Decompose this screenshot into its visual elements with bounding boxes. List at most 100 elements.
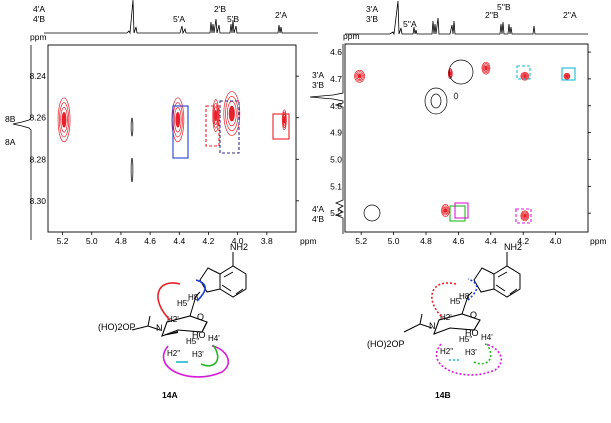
right-top-label-3: 5''B <box>497 2 511 12</box>
x-tick-label: 4.8 <box>420 236 432 246</box>
right-noesy-panel: 3'A 3'B 5''A 2''B 5''B 2''A ppm 3'A 3'B … <box>309 0 607 246</box>
right-plot-frame <box>344 43 589 233</box>
left-top-label-0b: 4'B <box>33 14 45 24</box>
right-f2-spectrum <box>345 0 588 36</box>
crosspeak-contour <box>441 205 449 216</box>
right-box-cyan <box>561 67 576 81</box>
phosphonate-label: (HO)2OP <box>98 322 136 332</box>
ring-n-label: N <box>156 323 163 333</box>
y-tick-label: 8.28 <box>29 154 46 164</box>
crosspeak-contour <box>523 74 527 78</box>
compound-id-14B: 14B <box>435 390 451 400</box>
left-plot-frame <box>47 44 297 233</box>
x-tick-label: 4.2 <box>203 236 215 246</box>
ring-o-label: O <box>197 312 204 322</box>
crosspeak-contour <box>213 106 218 125</box>
crosspeak-contour <box>522 212 528 220</box>
y-tick-label: 8.24 <box>29 71 46 81</box>
crosspeak-contour <box>443 208 448 213</box>
right-box-magenta <box>454 202 469 219</box>
crosspeak-contour <box>281 109 287 131</box>
hydroxyl-label: HO <box>465 328 479 338</box>
crosspeak-contour <box>60 107 68 133</box>
right-noise-contour <box>424 87 448 115</box>
ring-o-label: O <box>470 310 477 320</box>
right-side-label-1b: 4'B <box>312 214 324 224</box>
left-top-label-2: 2'B <box>214 4 226 14</box>
crosspeak-contour <box>225 96 239 132</box>
crosspeak-contour <box>441 204 450 217</box>
left-x-axis: 5.2 5.0 4.8 4.6 4.4 4.2 4.0 3.8 <box>57 232 273 246</box>
structure-14B: NH2 H8 N O HO (HO)2OP H5' H2' H4' H5'' H… <box>367 242 522 400</box>
x-tick-label: 5.0 <box>86 236 98 246</box>
left-noise-contour <box>130 157 134 183</box>
amine-label: NH2 <box>504 242 522 252</box>
compound-id-14A: 14A <box>162 390 178 400</box>
right-side-label-0b: 3'B <box>312 80 324 90</box>
x-tick-label: 3.8 <box>261 236 273 246</box>
adenine-ring-bonds <box>473 252 521 298</box>
crosspeak-contour <box>57 97 71 143</box>
noe-arrow-green <box>200 344 219 367</box>
left-top-ppm: ppm <box>30 32 47 42</box>
y-tick-label: 5.1 <box>330 181 342 191</box>
y-tick-label: 4.7 <box>330 74 342 84</box>
x-tick-label: 4.8 <box>115 236 127 246</box>
y-tick-label: 8.26 <box>29 113 46 123</box>
right-x-axis: 5.2 5.0 4.8 4.6 4.4 4.2 4.0 <box>355 232 562 246</box>
crosspeak-contour <box>521 211 529 221</box>
right-side-label-1a: 4'A <box>312 204 324 214</box>
atom-h3p-label: H3' <box>465 348 477 357</box>
right-noise-contour <box>430 93 442 109</box>
atom-h2pp-label: H2'' <box>440 347 454 356</box>
crosspeak-contour <box>563 72 571 80</box>
crosspeak-contour <box>564 74 569 79</box>
left-top-label-1: 5'A <box>173 14 185 24</box>
sugar-substituent-bonds <box>403 291 473 333</box>
right-noise-contour <box>453 92 459 100</box>
right-f1-spectrum <box>309 44 344 234</box>
atom-h5pp-label: H5'' <box>186 337 200 346</box>
atom-h2p-label: H2' <box>167 315 179 324</box>
left-box-red <box>272 113 290 140</box>
crosspeak-contour <box>223 91 241 136</box>
left-side-label-8a: 8A <box>5 137 16 147</box>
right-top-label-0b: 3'B <box>366 14 378 24</box>
left-top-label-3: 5'B <box>227 14 239 24</box>
x-tick-label: 5.2 <box>355 236 367 246</box>
noe-arrow-magenta <box>162 345 229 378</box>
crosspeak-contour <box>482 63 490 74</box>
right-x-axis-unit: ppm <box>590 236 607 246</box>
crosspeak-contour <box>520 71 530 81</box>
crosspeak-contour <box>520 210 530 222</box>
crosspeak-contour <box>283 116 286 124</box>
x-tick-label: 4.4 <box>485 236 497 246</box>
atom-h4p-label: H4' <box>481 333 493 342</box>
crosspeak-contour <box>484 65 488 71</box>
y-tick-label: 5.0 <box>330 154 342 164</box>
crosspeak-contour <box>483 64 489 72</box>
crosspeak-contour <box>523 213 527 218</box>
right-top-label-0a: 3'A <box>366 4 378 14</box>
noe-arrow-red-dotted <box>431 282 457 319</box>
right-crosspeaks <box>354 61 571 222</box>
sugar-ring-bonds <box>433 313 481 335</box>
crosspeak-contour <box>228 105 235 122</box>
y-tick-label: 4.6 <box>330 47 342 57</box>
adenine-ring-bonds <box>199 252 247 298</box>
atom-h3p-label: H3' <box>192 350 204 359</box>
right-box-magenta-dashed <box>515 208 532 224</box>
right-top-label-4: 2''A <box>563 10 577 20</box>
right-noise-contour <box>363 204 381 222</box>
left-x-axis-unit: ppm <box>300 236 317 246</box>
crosspeak-contour <box>355 71 364 82</box>
left-noesy-panel: 4'A 4'B 5'A 2'B 5'B 2'A ppm 8B 8A 5.2 5.0… <box>5 0 318 246</box>
left-top-label-4: 2'A <box>275 10 287 20</box>
left-box-red-dashed <box>205 105 220 147</box>
crosspeak-contour <box>354 69 365 83</box>
y-tick-label: 4.8 <box>330 101 342 111</box>
left-box-blue <box>172 105 189 159</box>
left-y-axis: 8.24 8.26 8.28 8.30 <box>29 71 299 206</box>
left-f1-spectrum <box>12 45 32 240</box>
